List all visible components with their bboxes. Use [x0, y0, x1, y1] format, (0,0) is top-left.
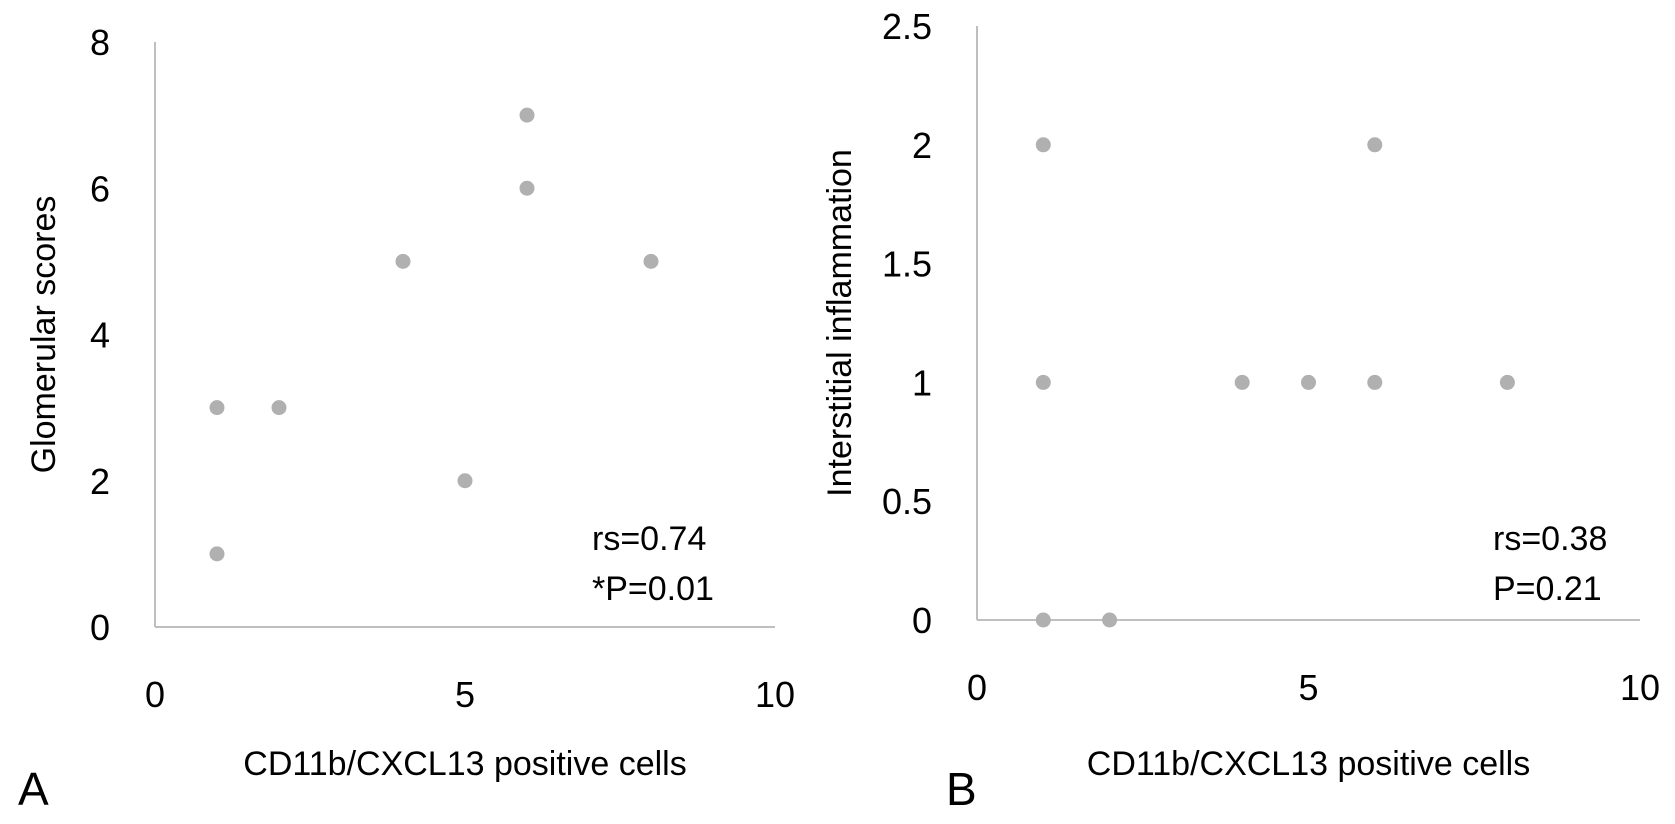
y-axis-label: Interstitial inflammation: [821, 149, 859, 497]
x-axis-label: CD11b/CXCL13 positive cells: [243, 745, 686, 783]
x-tick-label: 5: [1298, 667, 1318, 708]
data-point: [271, 400, 287, 416]
data-point: [209, 400, 225, 416]
y-tick-label: 0: [912, 600, 932, 641]
data-point: [1035, 374, 1051, 390]
x-axis-label: CD11b/CXCL13 positive cells: [1087, 745, 1530, 783]
x-tick-label: 10: [755, 674, 795, 715]
data-point: [519, 180, 535, 196]
data-point: [643, 253, 659, 269]
x-tick-label: 10: [1620, 667, 1660, 708]
y-tick-label: 2.5: [882, 6, 932, 47]
panel-b: 0 0.5 1 1.5 2 2.5 0 5 10 CD11b/CXCL13 positive ce…: [821, 6, 1660, 815]
panel-letter: B: [946, 763, 977, 815]
data-point: [1102, 612, 1118, 628]
data-point: [1035, 137, 1051, 153]
data-point: [1367, 374, 1383, 390]
data-point: [1367, 137, 1383, 153]
stat-annotation: rs=0.74: [592, 520, 706, 558]
y-tick-label: 0: [90, 607, 110, 648]
y-tick-label: 2: [912, 125, 932, 166]
data-point: [1234, 374, 1250, 390]
data-point: [209, 546, 225, 562]
y-tick-label: 6: [90, 168, 110, 209]
y-tick-label: 1: [912, 362, 932, 403]
x-tick-label: 5: [455, 674, 475, 715]
stat-annotation: rs=0.38: [1493, 520, 1607, 558]
y-tick-label: 1.5: [882, 244, 932, 285]
data-point: [1499, 374, 1515, 390]
data-point: [1035, 612, 1051, 628]
stat-annotation: P=0.21: [1493, 570, 1602, 608]
y-tick-label: 2: [90, 461, 110, 502]
stat-annotation: *P=0.01: [592, 570, 714, 608]
data-point: [1301, 374, 1316, 390]
data-point: [395, 253, 411, 269]
y-tick-label: 8: [90, 22, 110, 63]
x-tick-label: 0: [967, 667, 987, 708]
y-tick-label: 4: [90, 315, 110, 356]
panel-a: 0 2 4 6 8 0 5 10 CD11b/CXCL13 positive cells Glom…: [18, 22, 795, 815]
panel-letter: A: [18, 763, 49, 815]
data-point: [457, 473, 473, 489]
y-tick-label: 0.5: [882, 481, 932, 522]
y-axis-label: Glomerular scores: [25, 196, 63, 474]
data-point: [519, 107, 535, 123]
x-tick-label: 0: [145, 674, 165, 715]
